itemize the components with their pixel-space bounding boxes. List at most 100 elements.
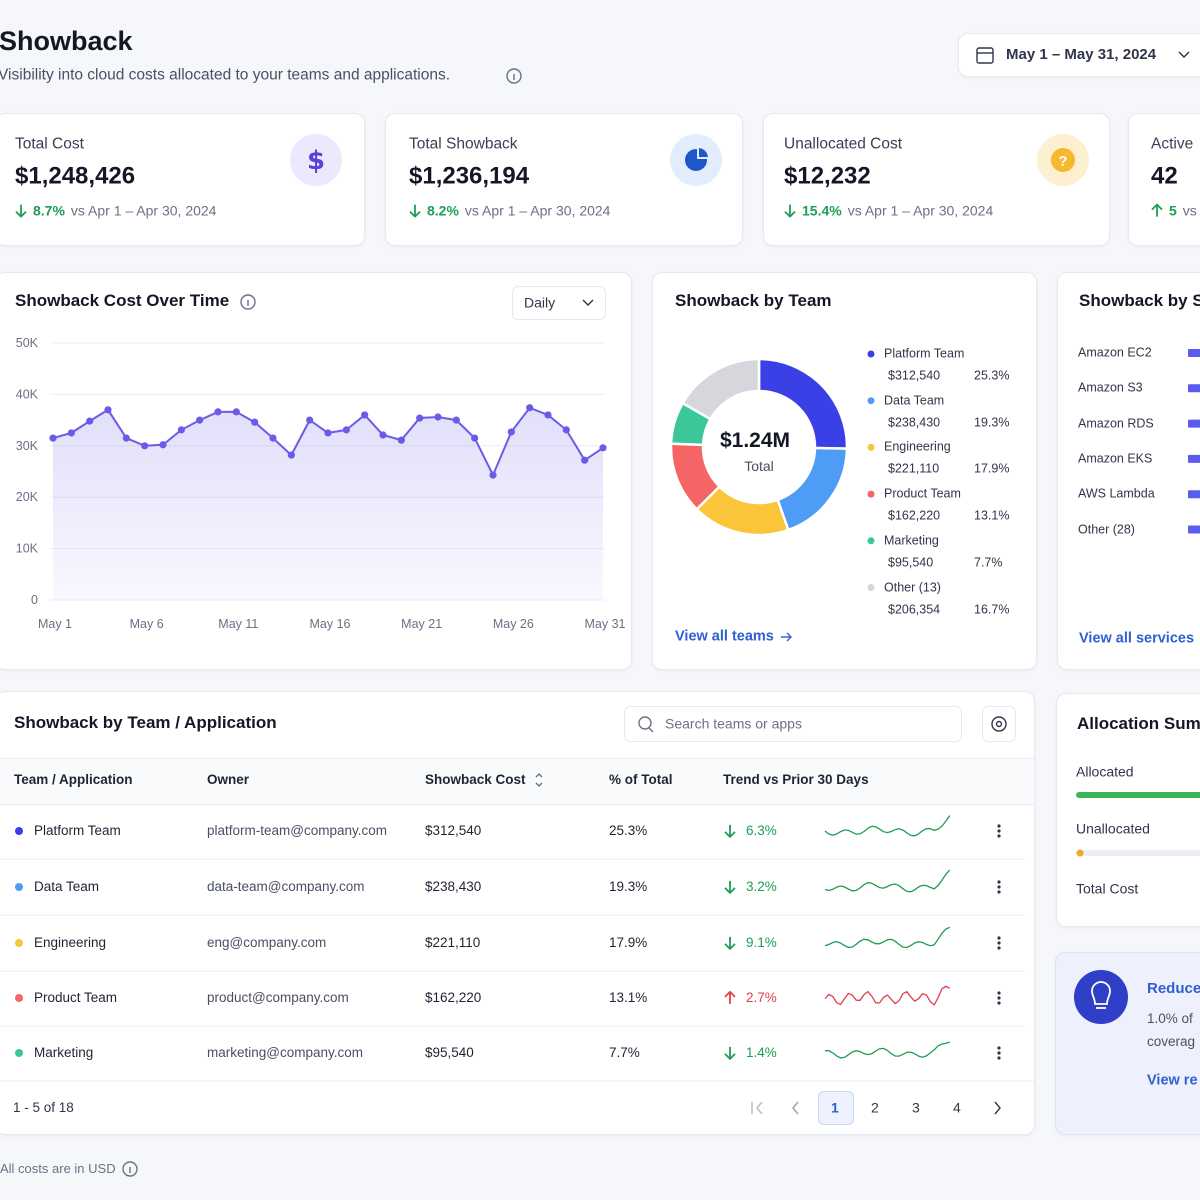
trend-arrow	[724, 937, 736, 950]
cost: $312,540	[425, 822, 482, 838]
chevron-icon	[1178, 51, 1190, 58]
legend-amount: $95,540	[888, 555, 934, 570]
view-all-link[interactable]: View all teams	[675, 628, 774, 645]
point	[251, 418, 259, 426]
page-subtitle: Visibility into cloud costs allocated to…	[0, 66, 451, 84]
point	[361, 411, 369, 419]
kpi-card	[1128, 113, 1200, 246]
trend-arrow	[1151, 203, 1163, 217]
legend-name: Other (13)	[884, 580, 941, 594]
kpi-change-value: 5	[1169, 202, 1177, 219]
point	[489, 471, 497, 479]
point	[122, 434, 130, 442]
trend-arrow	[784, 211, 796, 218]
cost: $95,540	[425, 1044, 474, 1060]
date-range[interactable]: May 1 – May 31, 2024	[1006, 46, 1157, 63]
row-menu[interactable]	[997, 824, 1001, 828]
icons	[122, 47, 1190, 1177]
date-picker[interactable]	[958, 33, 1200, 77]
owner: product@company.com	[207, 989, 349, 1005]
row-menu[interactable]	[997, 1051, 1001, 1055]
point	[507, 428, 515, 436]
y-tick-label: 0	[31, 593, 38, 607]
view-all-link[interactable]: View all services	[1079, 630, 1195, 647]
service-bar	[1188, 419, 1200, 428]
link-arrow[interactable]	[786, 632, 792, 642]
kpi-value: $1,248,426	[15, 162, 136, 190]
first-page-icon[interactable]	[756, 1101, 763, 1115]
kpi-change-value: 8.7%	[33, 202, 65, 219]
legend-name: Product Team	[884, 486, 961, 501]
point	[526, 404, 534, 412]
column-header[interactable]: Showback Cost	[425, 771, 526, 787]
chart-title: Showback by Team	[675, 290, 832, 310]
next-page-icon[interactable]	[994, 1101, 1001, 1115]
page-number[interactable]: 2	[871, 1099, 879, 1116]
search-box[interactable]	[624, 706, 962, 742]
row-menu[interactable]	[997, 996, 1001, 1000]
row-menu[interactable]	[997, 936, 1001, 940]
cost: $162,220	[425, 989, 482, 1005]
point	[562, 426, 570, 434]
cost-icon-bg	[290, 134, 342, 186]
search-placeholder[interactable]: Search teams or apps	[665, 715, 802, 732]
page-number[interactable]: 1	[831, 1099, 839, 1116]
point	[141, 442, 149, 450]
point	[434, 413, 442, 421]
table-title: Showback by Team / Application	[14, 712, 277, 732]
row-menu[interactable]	[997, 834, 1001, 838]
row-menu[interactable]	[997, 1001, 1001, 1005]
row-menu[interactable]	[997, 941, 1001, 945]
kpi-value: $1,236,194	[409, 162, 530, 190]
legend-amount: $221,110	[888, 461, 940, 476]
trend-arrow	[15, 204, 27, 218]
row-menu[interactable]	[997, 991, 1001, 995]
point	[379, 431, 387, 439]
settings-button[interactable]	[982, 706, 1016, 742]
legend-name: Data Team	[884, 393, 945, 408]
tip-link[interactable]: View re	[1147, 1072, 1198, 1089]
panel-title: Allocation Sum	[1077, 713, 1200, 733]
pie-icon	[697, 145, 711, 159]
kpi-change-value: 15.4%	[802, 202, 842, 219]
legend-dot	[867, 584, 875, 591]
row-menu[interactable]	[997, 885, 1001, 889]
allocation-label: Allocated	[1076, 763, 1134, 780]
legend-amount: $162,220	[888, 508, 941, 523]
share: 7.7%	[609, 1044, 640, 1060]
legend-amount: $206,354	[888, 602, 941, 616]
page-number[interactable]: 4	[953, 1099, 961, 1116]
legend-name: Engineering	[884, 439, 951, 454]
row-menu[interactable]	[997, 1056, 1001, 1060]
kpi-comparison: vs Apr 1 – Apr 30, 2024	[70, 202, 217, 219]
cost-chart: 0 10K 20K 30K 40K 50K May 1 May 6 May 11 May 16 Ma…	[16, 336, 626, 631]
legend-amount: $312,540	[888, 368, 941, 383]
search-icon	[638, 716, 652, 730]
row-menu[interactable]	[997, 946, 1001, 950]
area	[53, 407, 603, 600]
trend-arrow	[409, 211, 421, 218]
kpi-value: 42	[1151, 162, 1178, 190]
row-menu[interactable]	[997, 890, 1001, 894]
page-current[interactable]	[818, 1091, 854, 1125]
trend: 9.1%	[724, 935, 777, 951]
legend-name: Marketing	[884, 533, 939, 548]
page-number[interactable]: 3	[912, 1099, 920, 1116]
sort-icon	[535, 782, 543, 787]
donut-total: $1.24M	[720, 429, 790, 452]
point	[342, 426, 350, 434]
trend-arrow	[409, 204, 421, 218]
row-menu[interactable]	[997, 829, 1001, 833]
row-menu[interactable]	[997, 1046, 1001, 1050]
trend-arrow	[724, 991, 736, 998]
legend-share: 16.7%	[974, 602, 1010, 616]
point	[581, 456, 589, 464]
trend-arrow	[724, 825, 736, 838]
row-menu[interactable]	[997, 880, 1001, 884]
y-tick-label: 30K	[16, 439, 39, 453]
trend-arrow	[784, 204, 796, 218]
trend-value: 1.4%	[746, 1044, 777, 1060]
granularity[interactable]: Daily	[524, 294, 556, 311]
tip-title: Reduce	[1147, 980, 1200, 997]
prev-page-icon[interactable]	[792, 1101, 799, 1115]
